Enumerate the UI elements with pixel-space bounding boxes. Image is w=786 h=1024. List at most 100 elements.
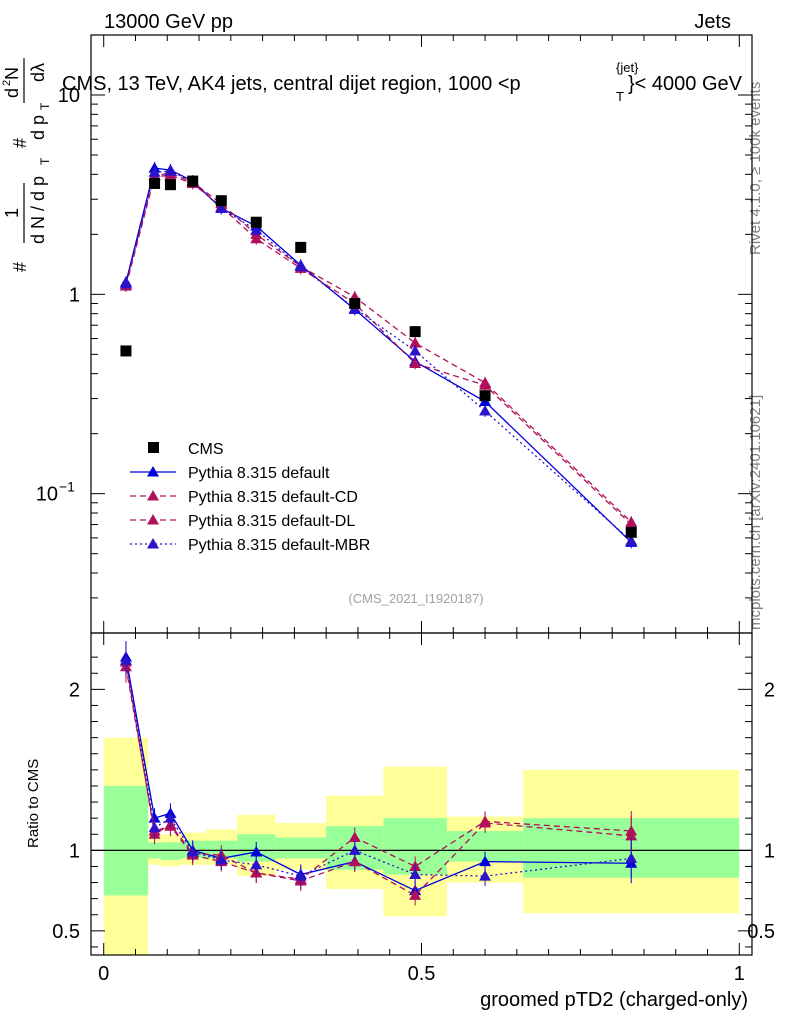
top-series-3-point-2 [164,165,177,176]
ratio-series-2-point-9 [479,816,492,828]
top-series-3-point-9 [479,404,492,416]
analysis-tag: (CMS_2021_I1920187) [348,591,483,606]
ratio-tick-label-right-0: 2 [764,679,775,701]
ratio-series-2-point-10 [625,829,638,841]
ratio-tick-label-left-0: 2 [69,679,80,701]
legend-marker-3 [147,514,159,525]
ratio-series-3-point-10 [625,852,638,863]
cms-point-0 [120,345,132,357]
plot-title-sup: {jet} [616,60,639,75]
top-series-3-point-6 [294,260,307,271]
legend-label-4: Pythia 8.315 default-MBR [188,537,370,554]
ylabel-d: d [2,88,22,98]
top-series-3-point-8 [409,344,422,356]
cms-point-3 [187,175,199,187]
ratio-tick-label-right-2: 0.5 [747,921,775,943]
ratio-tick-label-left-1: 1 [69,840,80,862]
x-tick-label-2: 1 [734,963,745,985]
ratio-series-3-point-9 [479,870,492,881]
ylabel-hash-1: # [10,262,30,272]
top-y-axis-label: # 1 d N / d p T # d p T d 2 N dλ [1,58,52,272]
cms-point-1 [149,177,161,189]
top-y-tick-label-1: 1 [69,284,80,306]
top-series-2-point-5 [250,232,263,244]
plot-title: CMS, 13 TeV, AK4 jets, central dijet reg… [62,73,521,95]
plot-title-end: }< 4000 GeV [628,73,743,95]
mcplots-label: mcplots.cern.ch [arXiv:2401.10621] [747,395,764,630]
legend-label-0: CMS [188,441,224,458]
bottom-y-axis-label: Ratio to CMS [25,759,42,848]
legend-label-2: Pythia 8.315 default-CD [188,489,358,506]
bottom-panel-marks [119,641,638,906]
band-inner-bin-2 [160,842,180,861]
ratio-series-3-point-5 [250,858,263,870]
top-y-tick-label-0: 10 [58,85,80,107]
ylabel-dp: d p [28,115,48,140]
legend-marker-4 [147,538,159,549]
category-label: Jets [694,11,731,33]
top-series-line-0 [125,167,632,543]
top-y-tick-label-2: 10 [36,484,58,506]
ratio-series-3-point-3 [186,845,199,857]
cms-point-7 [349,297,361,309]
top-series-2-point-8 [409,357,422,368]
ratio-series-3-point-8 [409,868,422,879]
band-inner-bin-0 [103,785,149,896]
x-tick-label-1: 0.5 [408,963,436,985]
legend-marker-cms [148,442,159,453]
plot-title-sub: T [616,89,624,104]
cms-point-4 [215,195,227,207]
top-y-tick-exp-2: −1 [59,479,75,495]
top-series-1-point-8 [409,337,422,348]
cms-point-6 [295,241,307,253]
legend-label-1: Pythia 8.315 default [188,465,330,482]
ratio-series-2-point-8 [409,889,422,900]
ratio-series-3-point-0 [119,654,132,665]
ratio-series-line-1 [125,661,632,881]
ratio-tick-label-left-2: 0.5 [52,921,80,943]
legend-marker-1 [147,466,159,477]
band-inner-bin-6 [275,837,327,859]
x-tick-label-0: 0 [98,963,109,985]
cms-point-10 [625,526,637,538]
ylabel-d-sup: 2 [1,80,13,86]
top-series-3-point-5 [250,224,263,235]
top-series-3-point-1 [148,166,161,177]
top-series-3-point-4 [215,202,228,213]
ylabel-one: 1 [2,208,22,218]
ylabel-hash-2: # [10,138,30,148]
legend-marker-2 [147,490,159,501]
ratio-series-3-point-1 [148,821,161,833]
ratio-tick-label-right-1: 1 [764,840,775,862]
ratio-series-1-point-7 [348,831,361,842]
ratio-series-0-point-9 [479,855,492,867]
cms-point-2 [164,179,176,191]
energy-label: 13000 GeV pp [104,11,233,33]
ylabel-dp-sub: T [38,102,52,110]
top-series-3-point-0 [119,277,132,289]
top-panel-marks [119,162,638,549]
ratio-series-0-point-5 [250,845,263,857]
top-series-3-point-10 [625,534,638,546]
rivet-label: Rivet 4.1.0, ≥ 100k events [747,82,764,255]
top-series-line-3 [125,170,632,542]
ratio-series-3-point-6 [294,870,307,881]
ratio-series-2-point-7 [348,855,361,867]
cms-point-8 [409,326,421,338]
ratio-series-3-point-7 [348,844,361,855]
ylabel-n: N [2,67,22,80]
ylabel-dlambda: dλ [28,63,48,82]
x-axis-label: groomed pTD2 (charged-only) [480,989,748,1011]
legend: CMS Pythia 8.315 default Pythia 8.315 defa… [130,441,370,554]
legend-label-3: Pythia 8.315 default-DL [188,513,355,530]
ylabel-denominator-sub: T [38,157,52,165]
ratio-series-3-point-4 [215,854,228,865]
cms-point-5 [250,216,262,228]
top-series-2-point-9 [479,379,492,390]
cms-point-9 [479,390,491,402]
top-series-2-point-10 [625,518,638,530]
ylabel-denominator: d N / d p [28,176,48,244]
ratio-series-3-point-2 [164,812,177,823]
